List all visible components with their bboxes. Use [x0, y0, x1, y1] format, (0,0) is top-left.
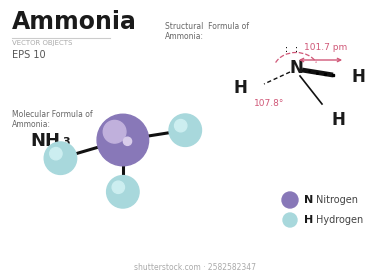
Circle shape — [106, 176, 139, 208]
Text: N: N — [304, 195, 313, 205]
Circle shape — [282, 192, 298, 208]
Circle shape — [103, 120, 126, 143]
Circle shape — [97, 114, 149, 166]
Text: 107.8°: 107.8° — [254, 99, 284, 109]
Text: Hydrogen: Hydrogen — [316, 215, 363, 225]
Circle shape — [44, 142, 77, 174]
Circle shape — [283, 213, 297, 227]
Circle shape — [169, 114, 202, 146]
Text: 101.7 pm: 101.7 pm — [304, 43, 347, 52]
Text: : :: : : — [284, 45, 300, 55]
Text: Structural  Formula of
Ammonia:: Structural Formula of Ammonia: — [165, 22, 249, 41]
Text: H: H — [331, 111, 345, 129]
Text: Ammonia: Ammonia — [12, 10, 137, 34]
Text: H: H — [351, 68, 365, 86]
Text: N: N — [289, 59, 303, 77]
Text: shutterstock.com · 2582582347: shutterstock.com · 2582582347 — [134, 263, 256, 272]
Text: VECTOR OBJECTS: VECTOR OBJECTS — [12, 40, 73, 46]
Text: H: H — [233, 79, 247, 97]
Circle shape — [112, 181, 124, 193]
Text: EPS 10: EPS 10 — [12, 50, 46, 60]
Circle shape — [175, 120, 187, 132]
Text: Molecular Formula of
Ammonia:: Molecular Formula of Ammonia: — [12, 110, 93, 129]
Text: NH: NH — [30, 132, 60, 150]
Text: Nitrogen: Nitrogen — [316, 195, 358, 205]
Circle shape — [50, 148, 62, 160]
Circle shape — [123, 137, 131, 145]
Text: 3: 3 — [62, 137, 70, 147]
Text: H: H — [304, 215, 313, 225]
